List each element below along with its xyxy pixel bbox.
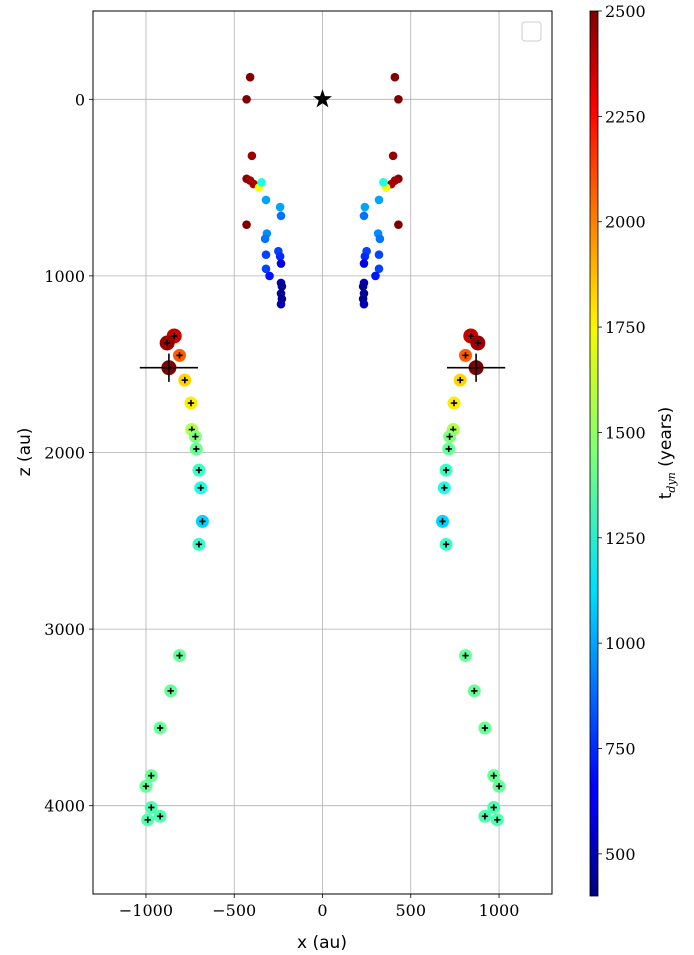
- inner-points: [242, 72, 403, 309]
- inner-data-point: [379, 178, 388, 187]
- colorbar-tick-label: 1000: [605, 634, 646, 653]
- inner-data-point: [360, 252, 370, 261]
- y-tick-label: 4000: [44, 797, 85, 816]
- inner-data-point: [275, 252, 285, 261]
- inner-data-point: [359, 211, 369, 221]
- inner-data-point: [276, 211, 286, 221]
- x-tick-label: −1000: [119, 901, 173, 920]
- inner-data-point: [245, 72, 255, 82]
- inner-data-point: [388, 151, 398, 161]
- inner-data-point: [257, 178, 266, 187]
- grid: [93, 11, 552, 894]
- inner-data-point: [375, 234, 385, 244]
- x-tick-label: −500: [212, 901, 256, 920]
- inner-data-point: [374, 250, 384, 260]
- colorbar-tick-label: 2000: [605, 213, 646, 232]
- colorbar-tick-label: 750: [605, 740, 636, 759]
- y-tick-label: 3000: [44, 620, 85, 639]
- inner-data-point: [261, 264, 271, 274]
- inner-data-point: [276, 259, 286, 268]
- inner-data-point: [276, 299, 286, 309]
- colorbar-tick-label: 1750: [605, 318, 646, 337]
- x-tick-label: 1000: [479, 901, 520, 920]
- y-axis-ticks: 0 1000 2000 3000 4000: [44, 90, 93, 816]
- y-tick-label: 2000: [44, 444, 85, 463]
- y-tick-label: 1000: [44, 267, 85, 286]
- colorbar-tick-label: 1500: [605, 423, 646, 442]
- inner-data-point: [247, 151, 257, 161]
- colorbar-label: tdyn (years): [656, 407, 678, 499]
- inner-data-point: [374, 195, 384, 205]
- x-axis-ticks: −1000 −500 0 500 1000: [119, 894, 519, 920]
- inner-data-point: [359, 299, 369, 309]
- inner-data-point: [260, 234, 270, 244]
- colorbar-tick-label: 1250: [605, 529, 646, 548]
- inner-data-point: [358, 282, 368, 291]
- y-tick-label: 0: [75, 90, 85, 109]
- inner-data-point: [277, 282, 287, 291]
- x-axis-label: x (au): [297, 933, 347, 953]
- colorbar-tick-label: 2250: [605, 107, 646, 126]
- inner-data-point: [242, 220, 251, 229]
- inner-data-point: [261, 250, 271, 260]
- inner-data-point: [394, 95, 403, 104]
- inner-data-point: [374, 264, 384, 274]
- inner-data-point: [275, 202, 285, 212]
- inner-data-point: [390, 72, 400, 82]
- inner-data-point: [371, 271, 380, 281]
- inner-data-point: [360, 202, 370, 212]
- inner-data-point: [359, 259, 369, 268]
- colorbar: [589, 10, 599, 897]
- inner-data-point: [242, 95, 251, 104]
- star-marker: [313, 89, 332, 108]
- colorbar-ticks: 500 750 1000 1250 1500 1750 2000 2250 2500: [598, 2, 646, 864]
- inner-data-point: [265, 271, 274, 281]
- x-tick-label: 500: [395, 901, 426, 920]
- legend-box: [521, 21, 542, 42]
- inner-data-point: [261, 195, 271, 205]
- x-tick-label: 0: [317, 901, 327, 920]
- outer-points: [139, 328, 506, 827]
- y-axis-label: z (au): [15, 428, 35, 477]
- colorbar-tick-label: 500: [605, 845, 636, 864]
- colorbar-tick-label: 2500: [605, 2, 646, 21]
- source-star-icon: [313, 89, 332, 108]
- inner-data-point: [394, 220, 403, 229]
